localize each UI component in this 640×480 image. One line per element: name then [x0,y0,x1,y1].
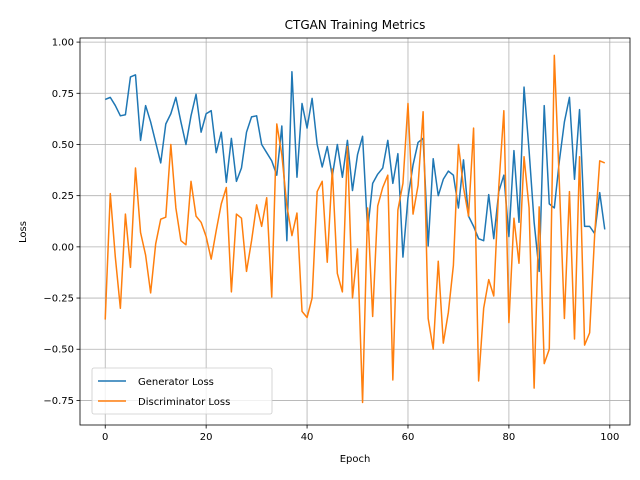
y-tick-label: 0.50 [52,140,74,151]
x-tick-label: 0 [102,432,108,443]
x-tick-label: 40 [301,432,314,443]
legend-label-discriminator-loss: Discriminator Loss [138,397,230,408]
y-tick-label: −0.50 [43,345,74,356]
y-tick-label: 1.00 [52,38,74,49]
y-tick-label: −0.75 [43,396,74,407]
y-axis-label: Loss [18,221,29,243]
x-tick-label: 100 [600,432,619,443]
series-line-generator-loss [104,71,606,273]
chart-title: CTGAN Training Metrics [285,18,426,32]
x-axis-label: Epoch [340,454,371,465]
y-tick-label: 0.25 [52,191,74,202]
plot-area-frame [79,37,631,426]
axis-ticks: 0 20 40 60 80 100 −0.75 −0.50 −0.25 0.00 0.25 0.50 0… [43,38,619,443]
x-tick-label: 20 [200,432,213,443]
x-tick-label: 80 [503,432,516,443]
series-line-discriminator-loss [104,54,606,404]
legend-box [91,367,273,415]
x-tick-label: 60 [402,432,415,443]
y-tick-label: 0.75 [52,89,74,100]
legend-label-generator-loss: Generator Loss [138,377,214,388]
legend: Generator Loss Discriminator Loss [91,367,273,415]
y-tick-label: 0.00 [52,242,74,253]
series-lines [104,54,606,404]
y-tick-label: −0.25 [43,294,74,305]
